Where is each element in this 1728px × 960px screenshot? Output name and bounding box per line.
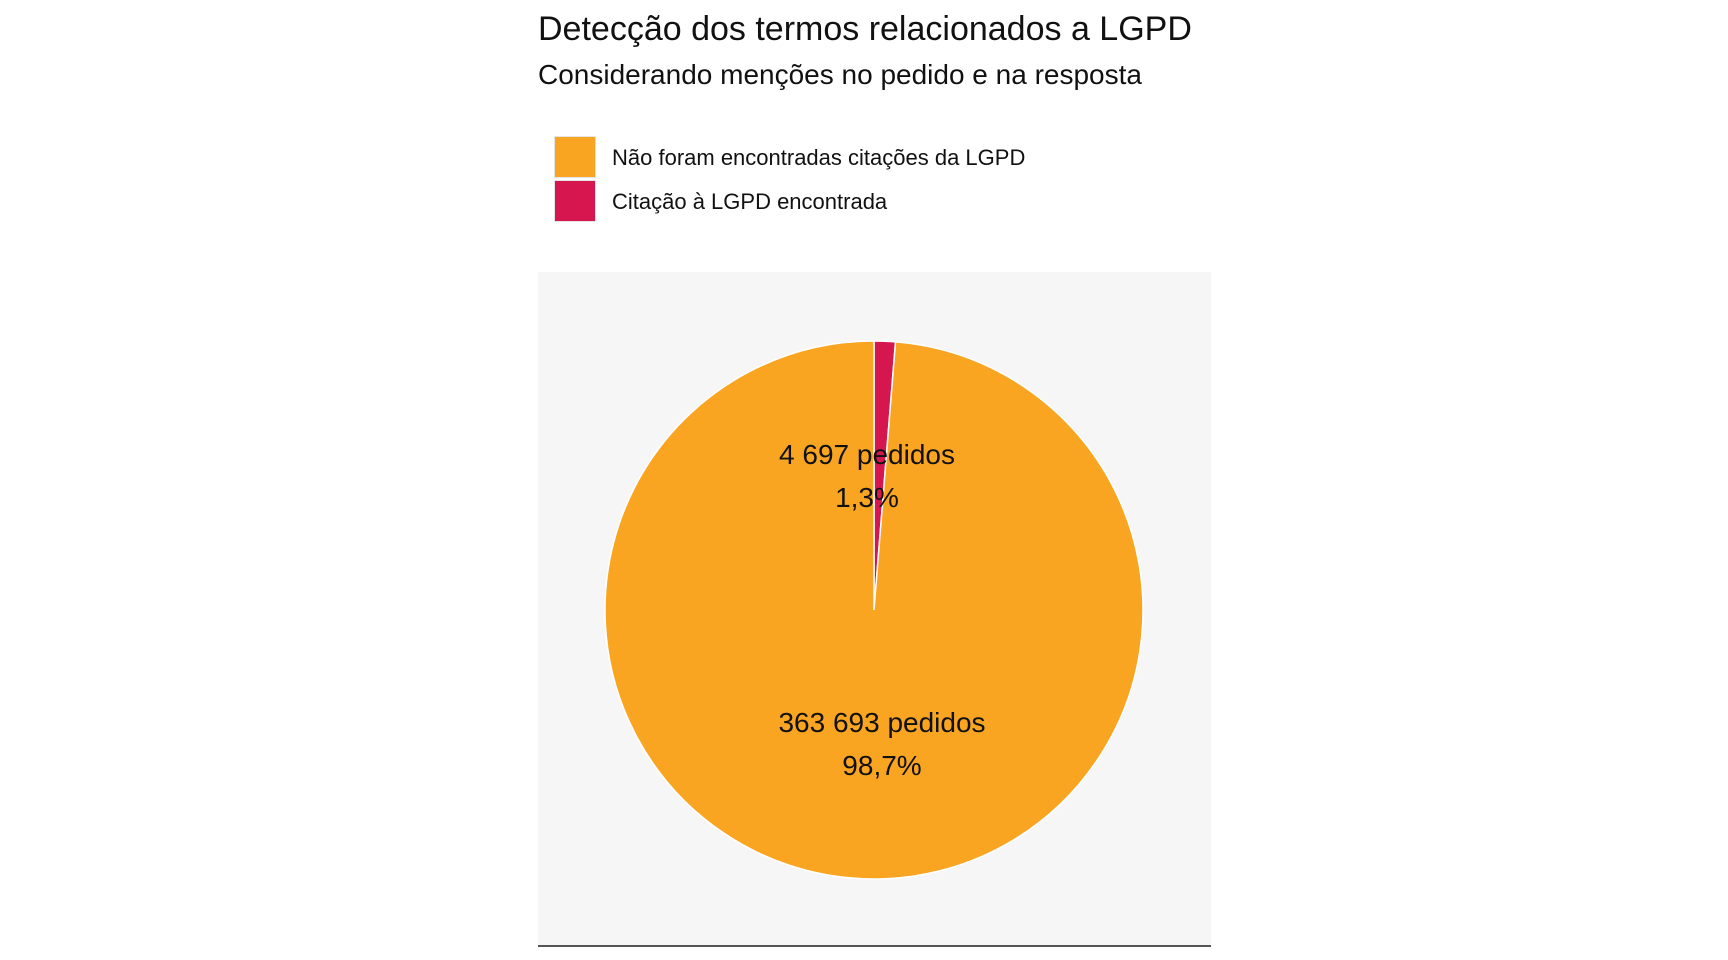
legend-item-found: Citação à LGPD encontrada	[554, 178, 1154, 222]
slice-percent-label-0: 1,3%	[835, 482, 899, 513]
pie-chart: 4 697 pedidos 1,3% 363 693 pedidos 98,7%	[604, 340, 1144, 880]
legend-swatch-found	[554, 180, 596, 222]
panel-baseline	[538, 945, 1211, 947]
slice-count-label-1: 363 693 pedidos	[778, 707, 985, 738]
chart-title: Detecção dos termos relacionados a LGPD	[538, 10, 1192, 48]
legend-item-not-found: Não foram encontradas citações da LGPD	[554, 134, 1154, 178]
legend-swatch-not-found	[554, 136, 596, 178]
legend-label-not-found: Não foram encontradas citações da LGPD	[612, 145, 1026, 170]
legend-label-found: Citação à LGPD encontrada	[612, 189, 888, 214]
slice-percent-label-1: 98,7%	[842, 750, 921, 781]
pie-slice-1	[604, 340, 1144, 880]
legend: Não foram encontradas citações da LGPD C…	[554, 134, 1154, 222]
chart-subtitle: Considerando menções no pedido e na resp…	[538, 59, 1142, 90]
slice-count-label-0: 4 697 pedidos	[779, 439, 955, 470]
